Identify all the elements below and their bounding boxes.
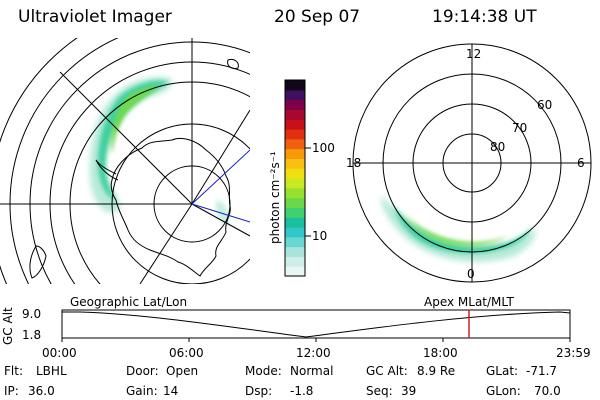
status-dsp-key: Dsp: — [245, 384, 273, 398]
colorbar-cell — [285, 99, 305, 110]
status-flt-key: Flt: — [4, 364, 23, 378]
status-dsp-value: -1.8 — [290, 384, 314, 398]
altitude-timeline — [61, 309, 571, 342]
colorbar — [284, 79, 311, 277]
colorbar-cell — [285, 207, 305, 218]
colorbar-cells — [285, 80, 305, 277]
mlt-axes — [353, 44, 591, 282]
date-label: 20 Sep 07 — [274, 7, 361, 27]
latitude-circles — [0, 38, 250, 284]
status-glon-key: GLon: — [486, 384, 521, 398]
colorbar-ticks — [305, 147, 311, 237]
colorbar-cell — [285, 148, 305, 159]
status-gcalt-key: GC Alt: — [366, 364, 408, 378]
status-seq-value: 39 — [401, 384, 417, 398]
timeline-xtick-1800: 18:00 — [423, 346, 458, 360]
status-door-key: Door: — [126, 364, 159, 378]
right-panel-caption: Apex MLat/MLT — [424, 295, 514, 309]
timeline-xtick-1200: 12:00 — [296, 346, 331, 360]
colorbar-cell — [285, 187, 305, 199]
status-glat-value: -71.7 — [526, 364, 558, 378]
status-mode-value: Normal — [290, 364, 334, 378]
instrument-title: Ultraviolet Imager — [18, 7, 172, 27]
colorbar-cell — [285, 246, 305, 257]
colorbar-cell — [285, 168, 305, 179]
terminator-lines — [191, 149, 250, 223]
colorbar-cell — [285, 119, 305, 130]
status-glat-key: GLat: — [486, 364, 519, 378]
colorbar-cell — [285, 236, 305, 248]
status-ip-key: IP: — [4, 384, 19, 398]
colorbar-cell — [285, 197, 305, 208]
colorbar-cell — [285, 217, 305, 228]
status-ip-value: 36.0 — [28, 384, 55, 398]
antarctica-coastline — [110, 137, 231, 277]
mlat-label-60: 60 — [537, 98, 553, 112]
timeline-ytick-top: 9.0 — [22, 307, 42, 321]
magnetic-polar-panel — [352, 43, 592, 283]
colorbar-cell — [285, 227, 305, 238]
colorbar-cell — [285, 178, 305, 189]
timeline-xtick-2359: 23:59 — [556, 346, 591, 360]
status-mode-key: Mode: — [245, 364, 282, 378]
timeline-axis-label: GC Alt — [1, 307, 15, 345]
colorbar-cell — [285, 138, 305, 150]
colorbar-tick-100: 100 — [312, 141, 335, 155]
timeline-xtick-0600: 06:00 — [169, 346, 204, 360]
colorbar-tick-10: 10 — [312, 229, 328, 243]
colorbar-unit: photon cm⁻²s⁻¹ — [268, 151, 282, 244]
geographic-map-panel — [0, 38, 250, 284]
timeline-xtick-0000: 00:00 — [42, 346, 77, 360]
status-flt-value: LBHL — [36, 364, 67, 378]
altitude-curve — [62, 311, 571, 338]
status-gain-key: Gain: — [126, 384, 158, 398]
south-america-coast — [29, 245, 47, 279]
mlt-label-18: 18 — [346, 156, 362, 170]
colorbar-cell — [285, 158, 305, 169]
time-label: 19:14:38 UT — [432, 7, 537, 27]
mlt-label-6: 6 — [577, 156, 585, 170]
status-door-value: Open — [166, 364, 199, 378]
mlt-label-0: 0 — [467, 267, 475, 281]
antarctic-peninsula — [95, 159, 119, 181]
timeline-ytick-bottom: 1.8 — [22, 328, 42, 342]
colorbar-cell — [285, 80, 305, 91]
colorbar-cell — [285, 109, 305, 120]
left-panel-caption: Geographic Lat/Lon — [70, 295, 188, 309]
status-glon-value: 70.0 — [534, 384, 561, 398]
mlat-label-80: 80 — [490, 140, 506, 154]
colorbar-cell — [285, 266, 305, 277]
status-seq-key: Seq: — [366, 384, 393, 398]
island-outline — [227, 59, 239, 69]
timeline-ticks — [61, 338, 571, 342]
colorbar-cell — [285, 256, 305, 267]
longitude-meridians — [0, 38, 250, 284]
aurora-emission-magnetic — [381, 196, 537, 262]
colorbar-cell — [285, 89, 305, 101]
status-gcalt-value: 8.9 Re — [417, 364, 456, 378]
colorbar-cell — [285, 129, 305, 140]
status-gain-value: 14 — [163, 384, 179, 398]
mlat-label-70: 70 — [512, 121, 528, 135]
mlt-label-12: 12 — [466, 47, 482, 61]
